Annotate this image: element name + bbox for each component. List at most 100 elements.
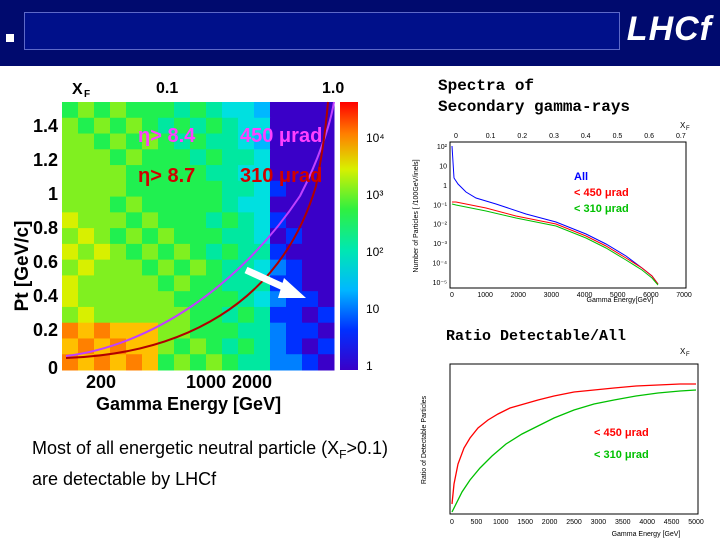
color-scale-bar [340,102,358,370]
spectra-series-450 [452,201,659,285]
heatmap-cell [238,275,255,292]
xf-tick-0-1: 0.1 [156,80,178,97]
heatmap-cell [110,243,127,261]
heatmap-cell [254,322,271,339]
heatmap-cell [174,243,191,261]
spectra-top-tick-3: 0.3 [549,133,559,140]
heatmap-cell [302,338,319,355]
heatmap-cell [238,228,255,245]
heatmap-cell [318,338,335,355]
spectra-y-tick-7: 10⁻⁵ [433,280,447,287]
heatmap-cell [142,354,159,371]
heatmap-cell [174,117,191,135]
spectra-top-tick-1: 0.1 [486,133,496,140]
heatmap-cell [62,291,79,308]
heatmap-cell [62,338,79,355]
heatmap-cell [270,102,287,119]
ratio-legend-450: < 450 μrad [594,427,649,439]
heatmap-cell [126,275,143,292]
heatmap-cell [190,338,207,355]
arrow-head-icon [278,278,306,298]
heatmap-cell [206,196,223,213]
y-tick-1-2: 1.2 [33,150,58,170]
spectra-frame [449,141,687,289]
spectra-y-tick-2: 1 [443,183,447,190]
scale-label-1e3: 10³ [366,188,383,202]
scale-label-1e4: 10⁴ [366,131,385,145]
heatmap-cell [62,102,79,119]
xf-label: X [72,81,83,98]
ratio-title: Ratio Detectable/All [446,328,627,345]
heatmap-cell [158,228,175,245]
xf-label-sub: F [84,89,90,100]
heatmap-cell [174,306,191,324]
heatmap-cell [142,180,159,198]
spectra-x-tick-2: 2000 [510,292,526,299]
ratio-x-tick-10: 5000 [688,519,704,526]
heatmap-cell [126,354,143,371]
footer-line1: Most of all energetic neutral particle (… [32,436,472,467]
eta-8-7-curve [65,101,329,359]
heatmap-cell [206,338,223,355]
heatmap-cell [158,259,175,276]
heatmap-cell [206,149,223,166]
heatmap-cell [206,354,223,371]
heatmap-cell [174,180,191,198]
spectra-y-tick-5: 10⁻³ [433,241,447,248]
spectra-x-tick-7: 7000 [676,292,692,299]
heatmap-cell [158,149,175,166]
ratio-top-axis-label: X [680,347,686,356]
heatmap-cell [270,133,287,150]
spectra-x-tick-5: 5000 [610,292,626,299]
y-tick-0-6: 0.6 [33,252,58,272]
heatmap-cell [286,259,303,276]
heatmap-cell [190,259,207,276]
heatmap-cell [254,102,271,119]
heatmap-cell [254,133,271,150]
spectra-y-tick-6: 10⁻⁴ [433,261,448,268]
heatmap-cell [110,306,127,324]
heatmap-cell [94,196,111,213]
spectra-top-axis-label: X [680,121,686,130]
heatmap-cell [238,306,255,324]
heatmap-cell [302,149,319,166]
heatmap-cell [94,102,111,119]
heatmap-cell [238,180,255,198]
heatmap-cell [270,117,287,135]
heatmap-cell [254,196,271,213]
ratio-x-tick-3: 1500 [517,519,533,526]
ratio-x-tick-6: 3000 [591,519,607,526]
y-tick-0: 0 [48,358,58,378]
ratio-x-label: Gamma Energy [GeV] [612,531,681,538]
heatmap-cell [78,338,95,355]
heatmap-cell [78,149,95,166]
heatmap-cell [126,102,143,119]
ratio-x-tick-7: 3500 [615,519,631,526]
heatmap-cell [174,165,191,182]
spectra-top-tick-6: 0.6 [644,133,654,140]
heatmap-cell [286,338,303,355]
heatmap-cell [238,102,255,119]
spectra-y-tick-0: 10² [437,144,448,151]
heatmap-cell [110,133,127,150]
heatmap-cell [158,291,175,308]
ratio-series-310 [451,389,697,513]
heatmap-cell [78,196,95,213]
heatmap-cell [190,117,207,135]
heatmap-cell [318,291,335,308]
heatmap-cell [318,196,335,213]
heatmap-cell [158,165,175,182]
spectra-x-label: Gamma Energy[GeV] [587,297,654,304]
heatmap-cell [302,291,319,308]
heatmap-cell [254,165,271,182]
heatmap-cell [174,291,191,308]
heatmap-cell [254,212,271,229]
heatmap-cell [286,306,303,324]
ratio-series-450 [451,383,696,505]
heatmap-cell [142,149,159,166]
heatmap-cell [126,165,143,182]
footer-line2: are detectable by LHCf [32,468,217,489]
heatmap-cell [174,228,191,245]
bullet-icon [6,34,14,42]
heatmap-cell [142,291,159,308]
